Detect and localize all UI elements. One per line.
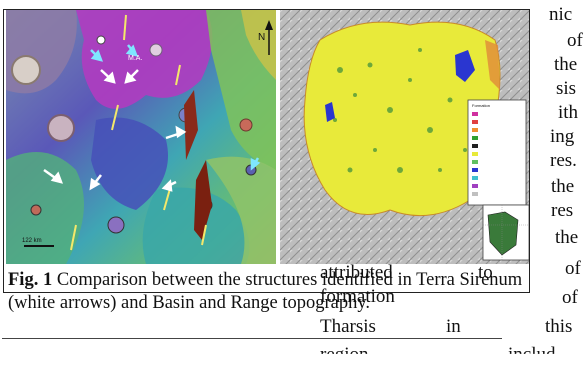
body-word: includ — [508, 344, 556, 365]
column-fragment: the — [555, 227, 579, 248]
legend-swatches — [472, 112, 478, 196]
column-fragment: sis — [556, 78, 577, 99]
annotation-label: M.A. — [128, 55, 142, 62]
column-fragment: ing — [550, 126, 575, 147]
body-word: this — [545, 316, 573, 337]
legend-title: Formation — [472, 103, 490, 108]
body-word: Tharsis — [320, 316, 376, 337]
caption-text: Comparison between the structures identi… — [8, 270, 523, 313]
figure-1: M.A. N 122 km — [3, 9, 530, 313]
body-word: to — [478, 262, 493, 283]
scale-label: 122 km — [22, 238, 42, 244]
column-fragment: res — [551, 200, 574, 221]
body-word: formation — [320, 286, 395, 307]
body-word: attributed — [320, 262, 393, 283]
terra-sirenum-map: M.A. N 122 km — [6, 10, 276, 264]
basin-and-range-map: Formation — [280, 10, 529, 264]
body-word: region — [320, 344, 369, 365]
column-fragment: res. — [550, 150, 577, 171]
caption-label: Fig. 1 — [8, 270, 53, 290]
column-fragment: of — [565, 258, 581, 279]
column-fragment: the — [554, 54, 578, 75]
column-fragment: of — [567, 30, 583, 51]
north-label: N — [258, 32, 265, 43]
page-divider — [2, 338, 502, 339]
body-word: in — [446, 316, 461, 337]
column-fragment: nic — [549, 4, 573, 25]
column-fragment: the — [551, 176, 575, 197]
figure-caption: Fig. 1 Comparison between the structures… — [4, 269, 524, 315]
body-word: of — [562, 287, 578, 308]
column-fragment: ith — [558, 102, 579, 123]
